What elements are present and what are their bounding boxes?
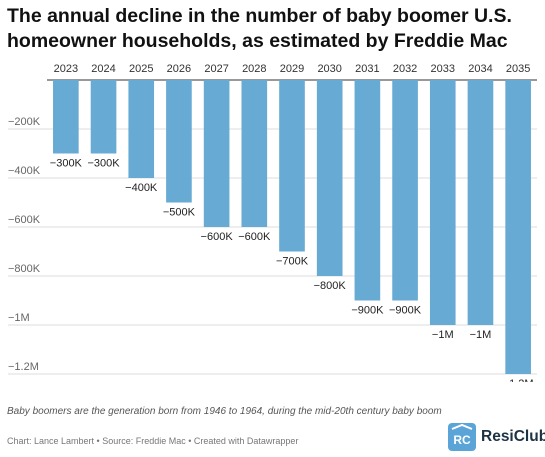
value-label: −800K (314, 280, 347, 292)
bar-2031 (354, 80, 381, 301)
x-tick-label: 2035 (506, 63, 530, 75)
svg-text:RC: RC (453, 433, 471, 447)
bar-2033 (429, 80, 456, 325)
y-tick-label: −1M (8, 312, 30, 324)
value-label: −400K (125, 182, 158, 194)
x-tick-label: 2024 (91, 63, 115, 75)
bar-chart: −200K−400K−600K−800K−1M−1.2M 2023 2024 202… (8, 63, 537, 383)
chart-notes: Baby boomers are the generation born fro… (7, 406, 442, 417)
value-label: −1.2M (503, 378, 534, 382)
bar-2028 (241, 80, 268, 227)
x-tick-label: 2031 (355, 63, 379, 75)
resiclub-logo[interactable]: RC ResiClub (448, 422, 545, 452)
bar-2023 (53, 80, 79, 154)
bar-2026 (166, 80, 192, 203)
x-tick-label: 2030 (317, 63, 341, 75)
y-tick-label: −400K (8, 165, 41, 177)
x-tick-label: 2025 (129, 63, 153, 75)
y-tick-label: −1.2M (8, 361, 39, 373)
value-label: −1M (432, 329, 454, 341)
y-tick-label: −800K (8, 263, 41, 275)
x-axis-labels: 2023 2024 2025 2026 2027 2028 2029 2030 2031 2032… (54, 63, 531, 75)
bar-2029 (279, 80, 305, 252)
x-tick-label: 2027 (204, 63, 228, 75)
x-tick-label: 2033 (431, 63, 455, 75)
value-labels: −300K −300K −400K −500K −600K −600K −700K −800K… (50, 158, 534, 383)
value-label: −600K (238, 231, 271, 243)
chart-byline: Chart: Lance Lambert • Source: Freddie M… (7, 436, 299, 446)
y-axis-labels: −200K −400K −600K −800K −1M −1.2M (8, 116, 41, 373)
bar-2034 (467, 80, 494, 325)
resiclub-logo-text: ResiClub (481, 428, 545, 445)
x-tick-label: 2032 (393, 63, 417, 75)
chart-title: The annual decline in the number of baby… (7, 5, 512, 52)
value-label: −500K (163, 207, 196, 219)
gridlines (8, 79, 537, 375)
y-tick-label: −200K (8, 116, 41, 128)
x-tick-label: 2026 (167, 63, 191, 75)
bar-2035 (505, 80, 531, 374)
value-label: −700K (276, 256, 309, 268)
bar-2024 (90, 80, 117, 154)
value-label: −600K (201, 231, 234, 243)
x-tick-label: 2023 (54, 63, 78, 75)
value-label: −300K (50, 158, 83, 170)
value-label: −1M (470, 329, 492, 341)
bar-2032 (392, 80, 418, 301)
x-tick-label: 2029 (280, 63, 304, 75)
bar-2027 (203, 80, 230, 227)
value-label: −300K (87, 158, 120, 170)
bar-2030 (316, 80, 343, 276)
x-tick-label: 2028 (242, 63, 266, 75)
bars (53, 80, 531, 374)
value-label: −900K (389, 305, 422, 317)
bar-2025 (128, 80, 155, 178)
y-tick-label: −600K (8, 214, 41, 226)
x-tick-label: 2034 (468, 63, 492, 75)
value-label: −900K (351, 305, 384, 317)
resiclub-logo-icon: RC (448, 423, 476, 451)
